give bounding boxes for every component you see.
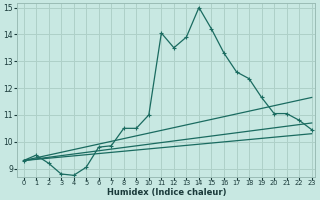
X-axis label: Humidex (Indice chaleur): Humidex (Indice chaleur) <box>107 188 226 197</box>
